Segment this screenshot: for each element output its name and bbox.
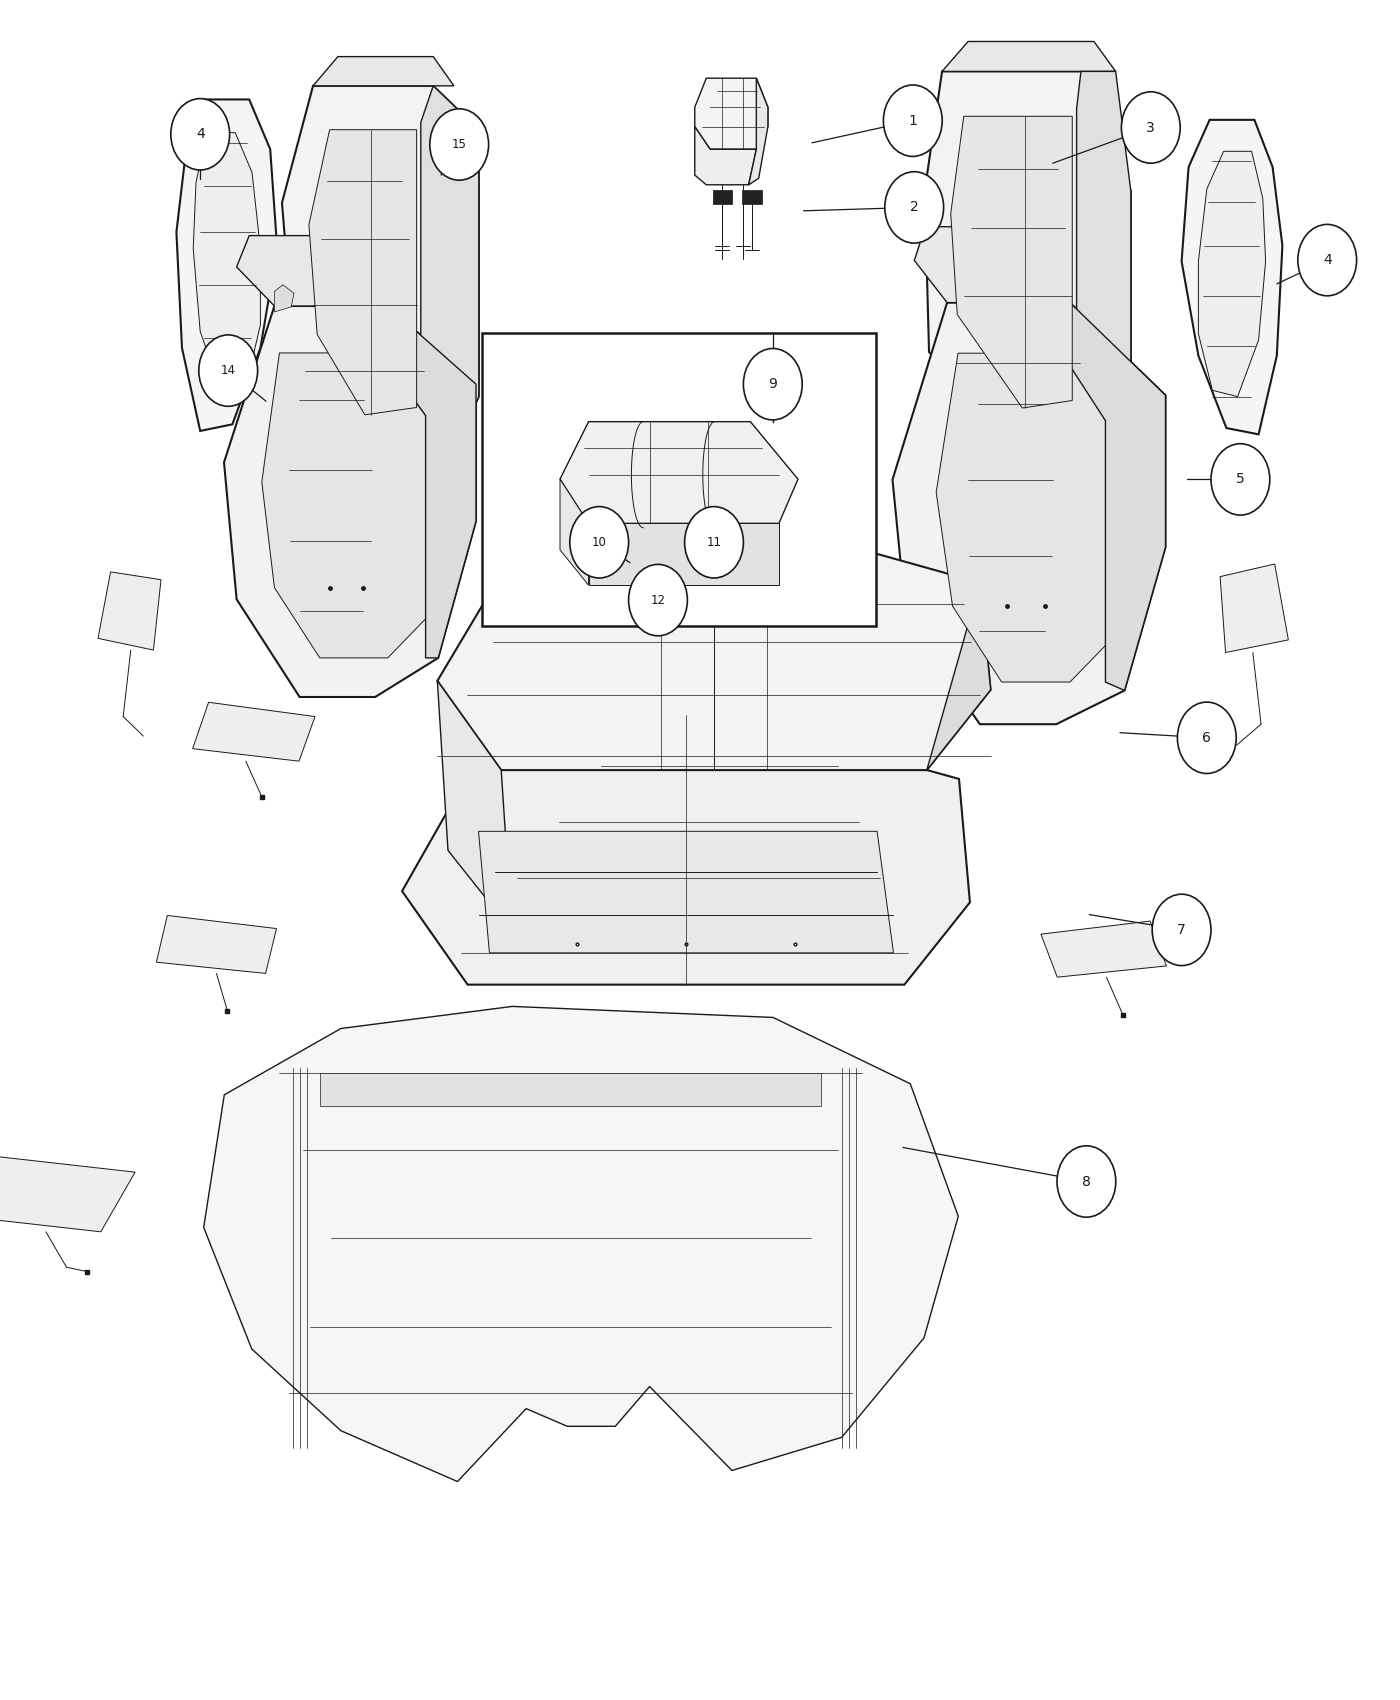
Polygon shape bbox=[749, 78, 767, 185]
Bar bbox=[482, 333, 876, 626]
Polygon shape bbox=[421, 85, 479, 452]
Polygon shape bbox=[1219, 564, 1288, 653]
Polygon shape bbox=[1198, 151, 1266, 396]
Text: 11: 11 bbox=[707, 536, 721, 549]
Polygon shape bbox=[0, 1156, 134, 1232]
Polygon shape bbox=[479, 831, 893, 952]
Circle shape bbox=[1152, 894, 1211, 966]
Polygon shape bbox=[193, 702, 315, 762]
Polygon shape bbox=[193, 133, 260, 391]
Polygon shape bbox=[237, 236, 388, 306]
Text: 9: 9 bbox=[769, 377, 777, 391]
Text: 8: 8 bbox=[1082, 1175, 1091, 1188]
Text: 14: 14 bbox=[221, 364, 235, 377]
Polygon shape bbox=[262, 354, 426, 658]
Polygon shape bbox=[98, 571, 161, 649]
Polygon shape bbox=[694, 78, 767, 150]
Polygon shape bbox=[309, 129, 417, 415]
Text: 2: 2 bbox=[910, 201, 918, 214]
Circle shape bbox=[1298, 224, 1357, 296]
Circle shape bbox=[685, 507, 743, 578]
Text: 5: 5 bbox=[1236, 473, 1245, 486]
Polygon shape bbox=[951, 116, 1072, 408]
Circle shape bbox=[885, 172, 944, 243]
Polygon shape bbox=[924, 71, 1131, 445]
Polygon shape bbox=[321, 1073, 820, 1105]
Polygon shape bbox=[381, 306, 476, 658]
Circle shape bbox=[570, 507, 629, 578]
Polygon shape bbox=[203, 1006, 958, 1481]
Text: 4: 4 bbox=[1323, 253, 1331, 267]
Polygon shape bbox=[176, 100, 277, 432]
Polygon shape bbox=[274, 286, 294, 313]
Polygon shape bbox=[713, 190, 732, 204]
Polygon shape bbox=[560, 422, 798, 524]
Circle shape bbox=[1211, 444, 1270, 515]
Polygon shape bbox=[927, 583, 991, 770]
Polygon shape bbox=[942, 41, 1116, 71]
Circle shape bbox=[430, 109, 489, 180]
Polygon shape bbox=[1182, 119, 1282, 435]
Polygon shape bbox=[914, 226, 1070, 303]
Polygon shape bbox=[560, 479, 588, 585]
Text: 10: 10 bbox=[592, 536, 606, 549]
Text: 1: 1 bbox=[909, 114, 917, 128]
Polygon shape bbox=[157, 915, 277, 974]
Polygon shape bbox=[224, 306, 476, 697]
Polygon shape bbox=[893, 303, 1165, 724]
Circle shape bbox=[1121, 92, 1180, 163]
Polygon shape bbox=[501, 770, 927, 932]
Polygon shape bbox=[281, 85, 479, 452]
Polygon shape bbox=[588, 524, 778, 585]
Circle shape bbox=[171, 99, 230, 170]
Text: 7: 7 bbox=[1177, 923, 1186, 937]
Polygon shape bbox=[1061, 303, 1165, 690]
Circle shape bbox=[883, 85, 942, 156]
Polygon shape bbox=[683, 524, 745, 592]
Polygon shape bbox=[1042, 921, 1166, 978]
Polygon shape bbox=[402, 716, 970, 984]
Polygon shape bbox=[694, 128, 756, 185]
Text: 12: 12 bbox=[651, 593, 665, 607]
Text: 4: 4 bbox=[196, 128, 204, 141]
Polygon shape bbox=[314, 56, 454, 85]
Polygon shape bbox=[437, 682, 512, 932]
Circle shape bbox=[1177, 702, 1236, 774]
Circle shape bbox=[743, 348, 802, 420]
Polygon shape bbox=[742, 190, 762, 204]
Text: 6: 6 bbox=[1203, 731, 1211, 745]
Polygon shape bbox=[1077, 71, 1131, 445]
Text: 3: 3 bbox=[1147, 121, 1155, 134]
Polygon shape bbox=[937, 354, 1110, 682]
Circle shape bbox=[1057, 1146, 1116, 1217]
Text: 15: 15 bbox=[452, 138, 466, 151]
Polygon shape bbox=[437, 520, 991, 770]
Circle shape bbox=[629, 564, 687, 636]
Circle shape bbox=[199, 335, 258, 406]
